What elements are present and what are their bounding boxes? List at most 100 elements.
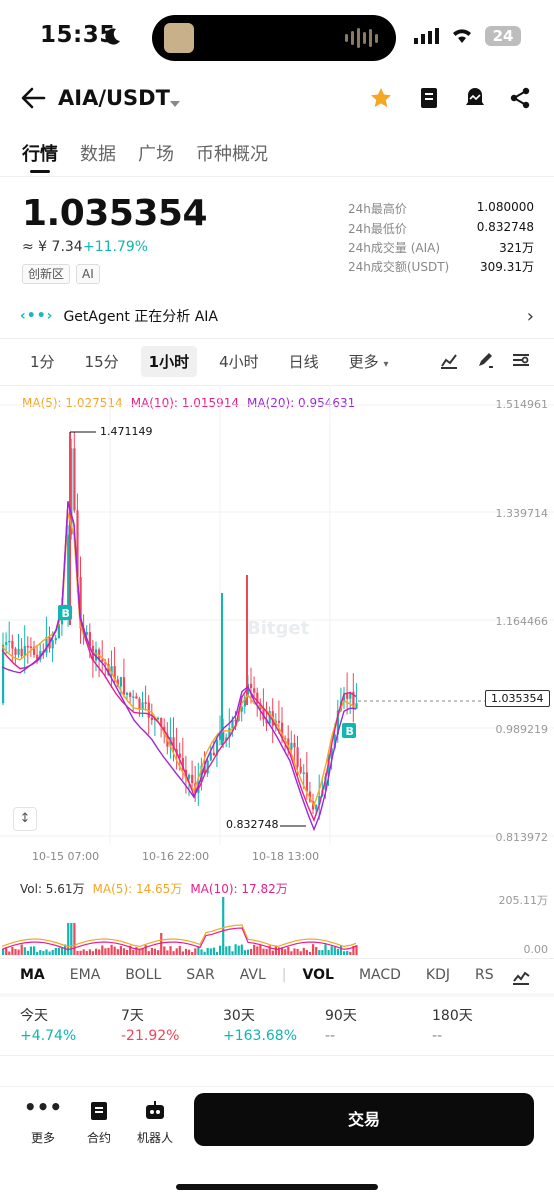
candlestick-chart[interactable]: BB xyxy=(0,385,554,845)
interval-1h[interactable]: 1小时 xyxy=(140,346,198,377)
volume-bar xyxy=(141,948,144,955)
volume-bar xyxy=(101,945,104,955)
perf-label: 180天 xyxy=(432,1008,473,1024)
candle-body xyxy=(293,742,296,748)
cny-price: ≈ ¥ 7.34 xyxy=(22,239,83,255)
volume-bar xyxy=(110,944,113,955)
y-axis-label: 1.164466 xyxy=(495,615,549,628)
volume-bar xyxy=(169,946,172,955)
volume-bar xyxy=(271,950,274,955)
perf-label: 90天 xyxy=(325,1008,357,1024)
notebook-icon[interactable] xyxy=(418,86,440,114)
tab-data[interactable]: 数据 xyxy=(80,144,116,165)
volume-bar xyxy=(85,951,88,955)
ma20-label: MA(20): 0.954631 xyxy=(247,396,356,410)
volume-bar xyxy=(138,948,141,955)
chart-type-icon[interactable] xyxy=(440,351,458,373)
perf-label: 7天 xyxy=(121,1008,144,1024)
volume-bar xyxy=(265,948,268,955)
interval-1d[interactable]: 日线 xyxy=(288,353,319,371)
candle-body xyxy=(17,648,20,655)
indicator-rs[interactable]: RS xyxy=(475,967,494,983)
bot-button[interactable]: 机器人 xyxy=(130,1100,180,1146)
indicator-settings-icon[interactable] xyxy=(512,967,530,989)
more-button[interactable]: ••• 更多 xyxy=(18,1097,68,1146)
indicator-macd[interactable]: MACD xyxy=(358,967,401,983)
volume-bar xyxy=(305,950,308,955)
interval-4h[interactable]: 4小时 xyxy=(219,353,259,371)
volume-bar xyxy=(116,949,119,955)
candle-body xyxy=(36,654,39,660)
candle-body xyxy=(20,648,23,656)
candle-body xyxy=(26,645,29,648)
candle-body xyxy=(141,702,144,710)
interval-more[interactable]: 更多 ▾ xyxy=(348,353,389,371)
chart-settings-icon[interactable] xyxy=(512,351,530,373)
indicator-avl[interactable]: AVL xyxy=(239,967,266,983)
volume-bar xyxy=(287,946,290,955)
contract-icon xyxy=(74,1100,124,1124)
indicator-vol[interactable]: VOL xyxy=(302,967,334,983)
volume-bar xyxy=(166,950,169,955)
ma5-label: MA(5): 1.027514 xyxy=(22,396,123,410)
candle-body xyxy=(57,624,60,639)
alert-bell-icon[interactable] xyxy=(463,86,487,114)
volume-bar xyxy=(8,951,11,955)
volume-bar xyxy=(349,951,352,955)
volume-bar xyxy=(339,945,343,955)
chart-tools xyxy=(440,351,530,373)
indicator-ema[interactable]: EMA xyxy=(69,967,101,983)
stat-value-low: 0.832748 xyxy=(476,220,534,234)
volume-bar xyxy=(302,947,305,955)
interval-1m[interactable]: 1分 xyxy=(30,353,55,371)
candle-body xyxy=(51,640,54,649)
volume-bar xyxy=(29,946,33,955)
volume-bar xyxy=(42,951,45,955)
indicator-sar[interactable]: SAR xyxy=(186,967,215,983)
volume-bar xyxy=(17,949,20,955)
tab-market[interactable]: 行情 xyxy=(22,144,58,165)
star-icon[interactable] xyxy=(369,86,393,114)
candle-body xyxy=(5,642,8,645)
main-tabs: 行情 数据 广场 币种概况 xyxy=(22,140,268,166)
volume-bar xyxy=(209,948,212,955)
drawing-tool-icon[interactable] xyxy=(476,351,494,373)
interval-15m[interactable]: 15分 xyxy=(84,353,119,371)
indicator-boll[interactable]: BOLL xyxy=(125,967,162,983)
share-icon[interactable] xyxy=(509,86,531,114)
candle-body xyxy=(355,703,358,709)
expand-icon[interactable]: ↕ xyxy=(13,807,37,831)
volume-bar xyxy=(163,946,166,955)
indicator-kdj[interactable]: KDJ xyxy=(425,967,450,983)
candle-body xyxy=(305,772,308,792)
x-axis-label: 10-16 22:00 xyxy=(142,850,210,863)
getagent-banner[interactable]: ‹••› GetAgent 正在分析 AIA › xyxy=(20,304,534,328)
volume-bar xyxy=(157,950,160,955)
pair-title[interactable]: AIA/USDT xyxy=(58,86,170,110)
candle-body xyxy=(175,749,178,754)
zone-tag[interactable]: 创新区 xyxy=(22,264,71,284)
perf-180d: 180天 -- xyxy=(432,1005,473,1044)
back-button[interactable] xyxy=(20,86,46,114)
volume-bar xyxy=(243,950,246,955)
battery-indicator: 24 xyxy=(485,26,521,46)
ai-tag[interactable]: AI xyxy=(76,264,100,284)
volume-bar xyxy=(336,948,339,955)
candle-body xyxy=(256,692,259,704)
candle-body xyxy=(76,510,79,577)
tab-square[interactable]: 广场 xyxy=(138,144,174,165)
divider xyxy=(0,1055,554,1056)
chevron-down-icon[interactable] xyxy=(170,94,180,113)
contract-button[interactable]: 合约 xyxy=(74,1100,124,1146)
stat-label-turnover: 24h成交额(USDT) xyxy=(348,260,450,274)
x-axis-label: 10-18 13:00 xyxy=(252,850,320,863)
volume-bar xyxy=(119,946,122,955)
trade-button[interactable]: 交易 xyxy=(194,1093,534,1146)
more-label: 更多 xyxy=(30,1131,55,1145)
volume-bar xyxy=(126,949,129,955)
contract-label: 合约 xyxy=(86,1131,111,1145)
candle-body xyxy=(287,738,290,750)
indicator-ma[interactable]: MA xyxy=(20,967,45,983)
volume-bar xyxy=(197,946,200,955)
tab-overview[interactable]: 币种概况 xyxy=(196,144,268,165)
